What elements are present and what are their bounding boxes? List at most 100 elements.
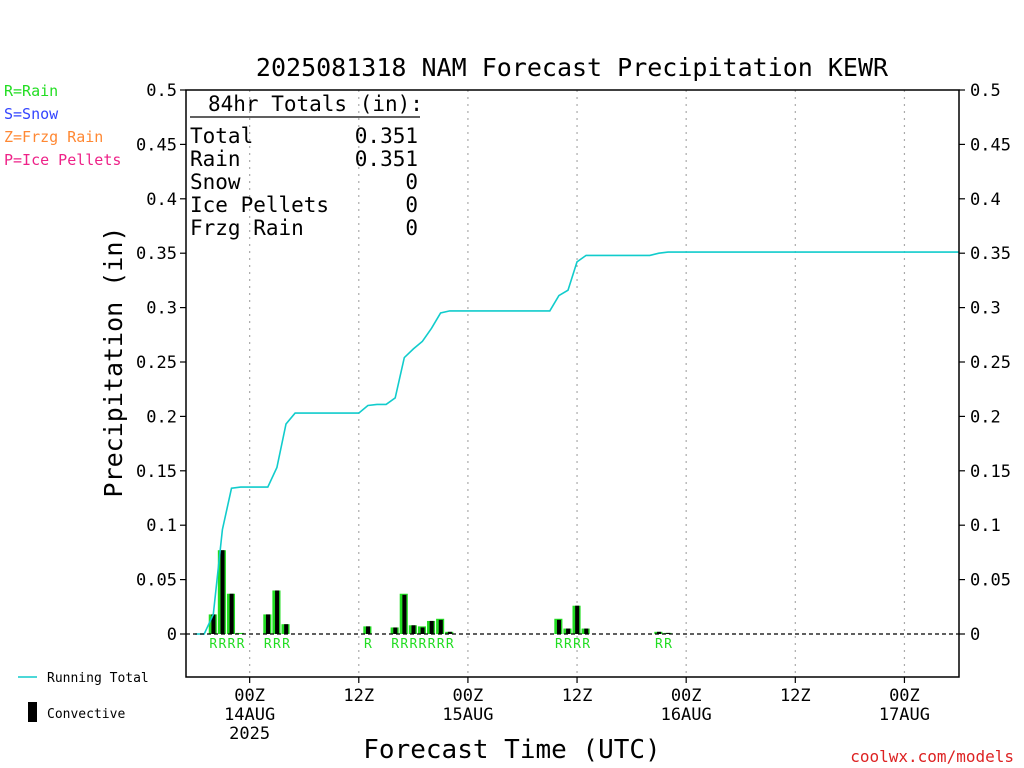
precip-type-marker: R [564,637,572,652]
precip-type-marker: R [555,637,563,652]
totals-row-value: 0 [405,193,418,217]
convective-bar [666,632,671,634]
y-tick-label-right: 0.5 [970,81,1001,101]
totals-row-label: Snow [190,170,241,194]
convective-bar [556,619,562,634]
x-tick-label: 14AUG [224,705,275,725]
precip-type-marker: R [391,637,399,652]
totals-row-value: 0 [405,216,418,240]
precip-type-marker: R [218,637,226,652]
grid-lines [249,90,906,677]
convective-bar [229,593,234,634]
precip-type-marker: R [209,637,217,652]
x-tick-label: 15AUG [442,705,493,725]
precip-type-marker: R [237,637,245,652]
x-axis-label: Forecast Time (UTC) [363,735,660,765]
legend-running-total: Running Total [47,671,149,686]
totals-row-value: 0.351 [355,147,418,171]
precip-type-marker: R [446,637,454,652]
y-tick-label-left: 0.2 [146,407,177,427]
convective-bar [284,624,289,634]
y-tick-label-right: 0.1 [970,516,1001,536]
precip-type-marker: R [400,637,408,652]
plot-frame [185,89,960,678]
convective-bar [366,626,371,634]
convective-bar [265,614,271,634]
totals-row-label: Total [190,124,253,148]
totals-box: 84hr Totals (in): Total 0.351 Rain 0.351 Snow… [190,92,423,240]
totals-heading: 84hr Totals (in): [208,92,423,116]
convective-bar [420,627,425,634]
y-tick-label-left: 0.4 [146,190,177,210]
axes: 0 00.05 0.050.1 0.10.15 0.150.2 0.20.25 0.250.… [136,81,1011,744]
x-tick-label: 16AUG [661,705,712,725]
chart-title: 2025081318 NAM Forecast Precipitation KE… [256,53,889,82]
running-total-line-group [195,251,959,635]
precip-type-marker: R [419,637,427,652]
convective-bar [211,614,216,634]
y-tick-label-left: 0.5 [146,81,177,101]
convective-bar [393,627,398,634]
type-legend-item: R=Rain [4,82,58,100]
y-tick-label-left: 0.45 [136,135,177,155]
precip-type-marker: R [364,637,372,652]
y-tick-label-right: 0.4 [970,190,1001,210]
credit-label: coolwx.com/models [850,747,1014,766]
x-tick-label: 00Z [671,686,702,706]
y-tick-label-right: 0.15 [970,462,1011,482]
legend: R=Rain S=Snow Z=Frzg Rain P=Ice Pellets Runn… [4,82,149,722]
convective-bar [220,550,225,634]
precip-type-marker: R [437,637,445,652]
y-tick-label-right: 0 [970,625,980,645]
precip-type-marker: R [273,637,281,652]
y-axis-label: Precipitation (in) [99,227,128,498]
precip-type-marker: R [428,637,436,652]
x-tick-label: 2025 [229,724,270,744]
precip-bar [236,632,245,634]
type-legend-item: S=Snow [4,105,59,123]
x-tick-label: 12Z [343,686,374,706]
precip-type-marker: R [655,637,663,652]
precip-type-marker: R [282,637,290,652]
y-tick-label-right: 0.25 [970,353,1011,373]
y-tick-label-right: 0.45 [970,135,1011,155]
legend-convective: Convective [47,707,125,722]
precip-type-marker: R [409,637,417,652]
x-tick-label: 12Z [562,686,593,706]
y-tick-label-left: 0.35 [136,244,177,264]
y-tick-label-right: 0.05 [970,571,1011,591]
y-tick-label-left: 0.05 [136,571,177,591]
precip-bars [208,550,672,634]
totals-row-value: 0 [405,170,418,194]
y-tick-label-right: 0.35 [970,244,1011,264]
precip-type-marker: R [573,637,581,652]
y-tick-label-left: 0 [167,625,177,645]
precip-type-marker: R [582,637,590,652]
convective-bar [566,628,571,634]
y-tick-label-left: 0.1 [146,516,177,536]
x-tick-label: 00Z [889,686,920,706]
convective-bar [402,594,407,634]
y-tick-label-left: 0.3 [146,299,177,319]
x-tick-label: 17AUG [879,705,930,725]
y-tick-label-left: 0.15 [136,462,177,482]
totals-row-label: Ice Pellets [190,193,329,217]
type-legend-item: P=Ice Pellets [4,151,121,169]
totals-row-value: 0.351 [355,124,418,148]
precip-type-marker: R [664,637,672,652]
precip-type-marker: R [228,637,236,652]
totals-row-label: Frzg Rain [190,216,304,240]
chart-text: 2025081318 NAM Forecast Precipitation KE… [99,53,1014,766]
y-tick-label-right: 0.2 [970,407,1001,427]
convective-bar [575,605,580,634]
convective-bar [411,625,416,634]
convective-bar [584,628,589,634]
x-tick-label: 00Z [453,686,484,706]
x-tick-label: 00Z [234,686,265,706]
convective-bar [429,620,434,634]
y-tick-label-right: 0.3 [970,299,1001,319]
precip-type-marker: R [264,637,272,652]
y-tick-label-left: 0.25 [136,353,177,373]
